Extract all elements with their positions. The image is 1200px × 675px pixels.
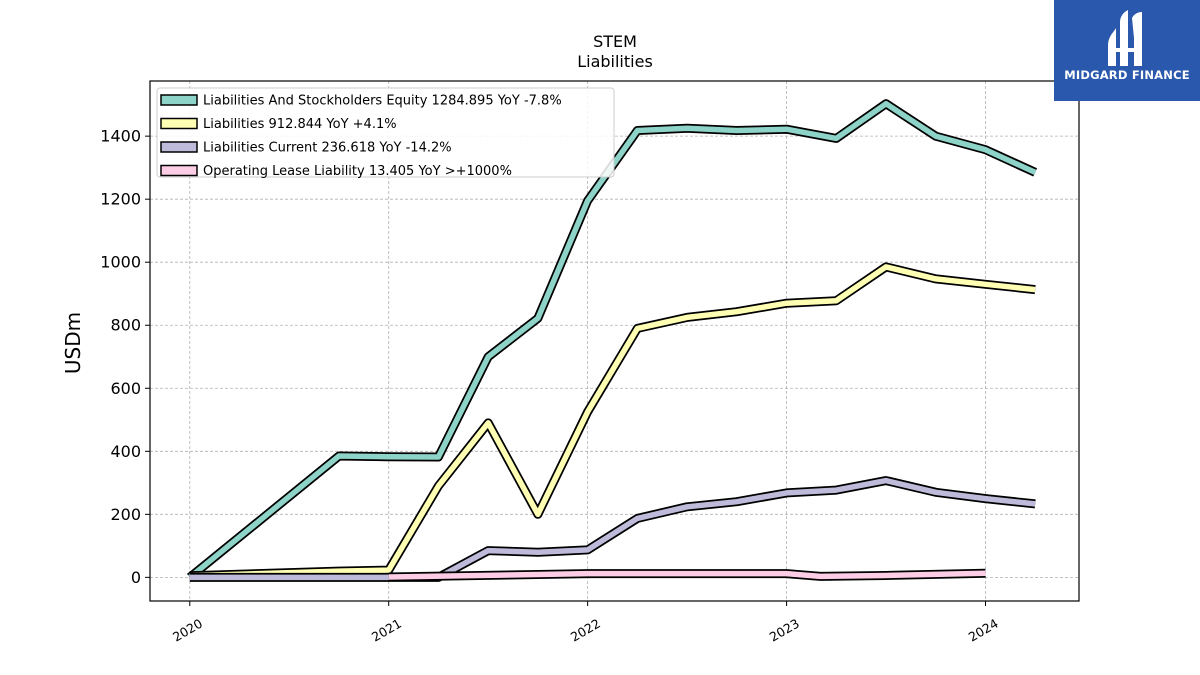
series-liabilities-current	[189, 476, 1036, 582]
y-tick-label: 0	[131, 568, 141, 587]
x-axis: 2020 2021 2022 2023 2024	[170, 601, 1001, 645]
y-tick-label: 600	[110, 379, 141, 398]
chart-title: STEM	[593, 32, 637, 51]
series-outline	[189, 476, 1036, 582]
series-lines	[186, 99, 1038, 582]
series-liabilities-and-stockholders-equity	[186, 99, 1038, 581]
y-tick-label: 800	[110, 316, 141, 335]
legend-box	[156, 87, 615, 178]
legend-swatch	[160, 94, 198, 106]
series-line	[189, 477, 1036, 581]
series-line	[189, 264, 1036, 579]
y-tick-label: 200	[110, 505, 141, 524]
legend-swatch	[160, 164, 198, 177]
series-line	[388, 570, 986, 580]
logo-icon	[1108, 10, 1142, 66]
y-tick-label: 1200	[100, 190, 141, 209]
y-tick-label: 1400	[100, 127, 141, 146]
logo-text: MIDGARD FINANCE	[1064, 68, 1190, 82]
logo: MIDGARD FINANCE	[1054, 0, 1200, 101]
series-line	[188, 100, 1037, 580]
x-tick-label: 2022	[568, 616, 603, 645]
legend-swatch	[160, 141, 198, 153]
y-tick-label: 400	[110, 442, 141, 461]
y-axis: 0 200 400 600 800 1000 1200 1400	[100, 127, 150, 587]
x-tick-label: 2023	[767, 616, 802, 645]
series-liabilities	[189, 262, 1036, 581]
legend-label: Liabilities 912.844 YoY +4.1%	[203, 117, 397, 132]
plot-frame	[149, 80, 1080, 602]
legend-label: Liabilities And Stockholders Equity 1284…	[203, 94, 562, 109]
x-tick-label: 2021	[369, 616, 404, 645]
x-tick-label: 2020	[170, 616, 205, 645]
legend-label: Operating Lease Liability 13.405 YoY >+1…	[203, 164, 512, 179]
y-tick-label: 1000	[100, 253, 141, 272]
chart-subtitle: Liabilities	[577, 52, 653, 71]
series-operating-lease-liability	[388, 568, 986, 582]
legend-swatch	[160, 117, 198, 130]
y-axis-label: USDm	[61, 312, 85, 374]
legend-label: Liabilities Current 236.618 YoY -14.2%	[203, 141, 452, 156]
x-tick-label: 2024	[966, 616, 1001, 645]
legend: Liabilities And Stockholders Equity 1284…	[156, 87, 615, 179]
